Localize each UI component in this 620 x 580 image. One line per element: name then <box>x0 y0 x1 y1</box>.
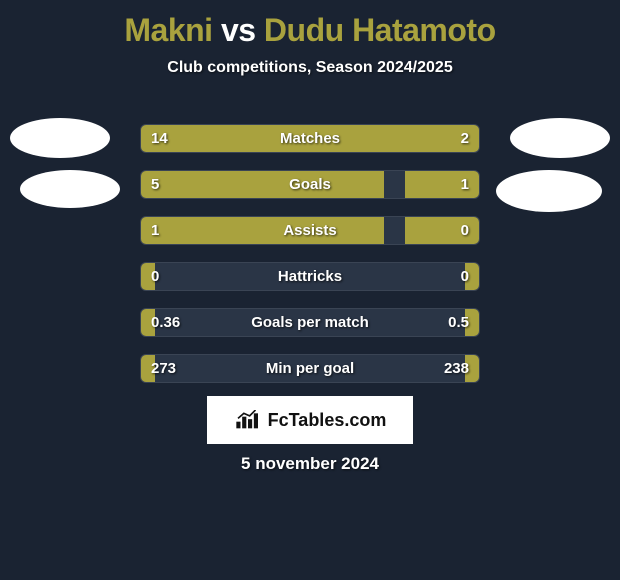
stat-value-right: 0 <box>461 263 469 290</box>
stat-row: 51Goals <box>140 170 480 199</box>
stat-label: Goals per match <box>141 309 479 336</box>
stat-value-right: 0.5 <box>448 309 469 336</box>
stat-value-left: 273 <box>151 355 176 382</box>
stat-value-right: 0 <box>461 217 469 244</box>
stat-bar-left <box>141 125 405 152</box>
stat-row: 10Assists <box>140 216 480 245</box>
branding-text: FcTables.com <box>268 410 387 431</box>
stat-value-right: 238 <box>444 355 469 382</box>
stat-value-left: 5 <box>151 171 159 198</box>
stat-bar-left <box>141 217 384 244</box>
comparison-title: Makni vs Dudu Hatamoto <box>0 0 620 49</box>
player2-club-placeholder <box>496 170 602 212</box>
date-text: 5 november 2024 <box>0 454 620 474</box>
stat-value-right: 2 <box>461 125 469 152</box>
player2-avatar-placeholder <box>510 118 610 158</box>
player1-name: Makni <box>124 12 212 48</box>
stat-bars-container: 142Matches51Goals10Assists00Hattricks0.3… <box>140 124 480 400</box>
stat-bar-left <box>141 171 384 198</box>
stat-label: Hattricks <box>141 263 479 290</box>
stat-value-left: 0 <box>151 263 159 290</box>
player2-name: Dudu Hatamoto <box>264 12 496 48</box>
stat-value-right: 1 <box>461 171 469 198</box>
vs-text: vs <box>221 12 256 48</box>
chart-icon <box>234 410 262 430</box>
branding-badge: FcTables.com <box>207 396 413 444</box>
subtitle: Club competitions, Season 2024/2025 <box>0 59 620 77</box>
stat-row: 142Matches <box>140 124 480 153</box>
player1-avatar-placeholder <box>10 118 110 158</box>
stat-row: 273 238Min per goal <box>140 354 480 383</box>
player1-club-placeholder <box>20 170 120 208</box>
stat-value-left: 14 <box>151 125 168 152</box>
stat-row: 0.36 0.5Goals per match <box>140 308 480 337</box>
stat-row: 0 0Hattricks <box>140 262 480 291</box>
stat-label: Min per goal <box>141 355 479 382</box>
stat-value-left: 0.36 <box>151 309 180 336</box>
stat-value-left: 1 <box>151 217 159 244</box>
